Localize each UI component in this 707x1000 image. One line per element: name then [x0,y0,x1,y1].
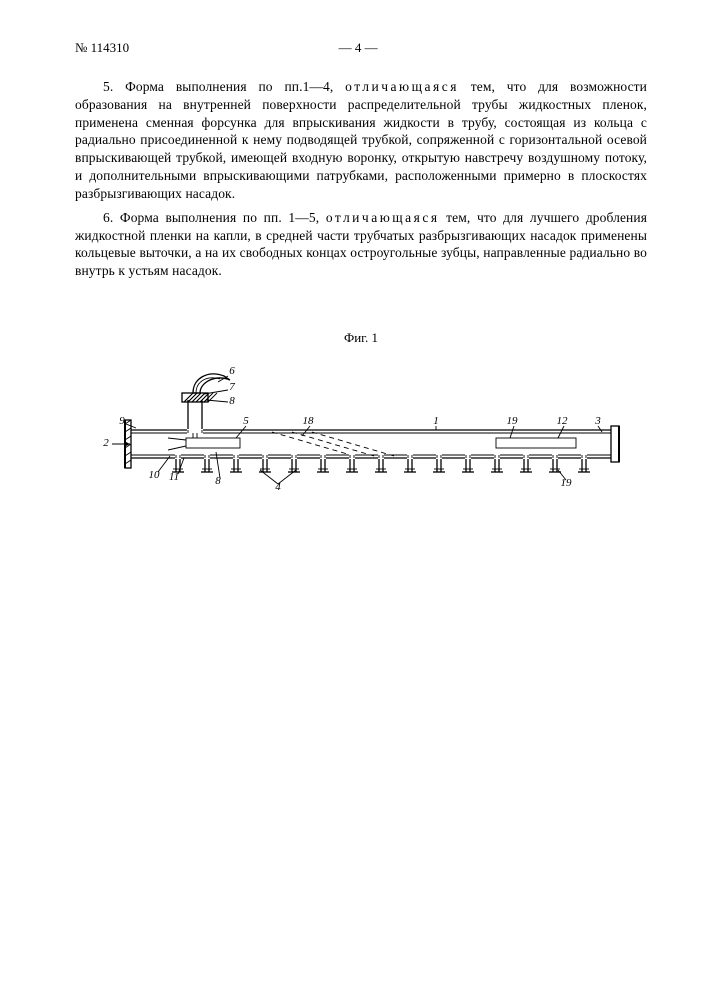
svg-text:18: 18 [303,415,315,427]
svg-text:8: 8 [229,395,235,407]
svg-text:10: 10 [149,469,161,481]
svg-text:12: 12 [557,415,569,427]
page-header: № 114310 — 4 — [75,40,647,56]
claim-5-rest: тем, что для возможности образования на … [75,79,647,201]
svg-text:8: 8 [215,475,221,487]
svg-text:2: 2 [103,437,109,449]
figure-caption: Фиг. 1 [75,330,647,346]
claim-6-lead: 6. Форма выполнения по пп. 1—5, [103,210,326,225]
svg-text:3: 3 [594,415,601,427]
claim-5-lead: 5. Форма выполнения по пп.1—4, [103,79,345,94]
claim-5-em: отличающаяся [345,79,459,94]
svg-text:11: 11 [169,471,179,483]
page-number: — 4 — [129,40,587,56]
figure-1: 6789251811912310118419 [75,360,647,530]
svg-text:19: 19 [507,415,519,427]
svg-text:9: 9 [119,415,125,427]
page: № 114310 — 4 — 5. Форма выполнения по пп… [0,0,707,1000]
claim-6: 6. Форма выполнения по пп. 1—5, отличающ… [75,209,647,280]
svg-text:1: 1 [433,415,439,427]
figure-1-svg: 6789251811912310118419 [96,360,626,530]
svg-text:19: 19 [561,477,573,489]
svg-text:7: 7 [229,381,235,393]
doc-number: № 114310 [75,40,129,56]
claim-5: 5. Форма выполнения по пп.1—4, отличающа… [75,78,647,203]
svg-text:6: 6 [229,365,235,377]
claim-6-em: отличающаяся [326,210,440,225]
svg-text:5: 5 [243,415,249,427]
